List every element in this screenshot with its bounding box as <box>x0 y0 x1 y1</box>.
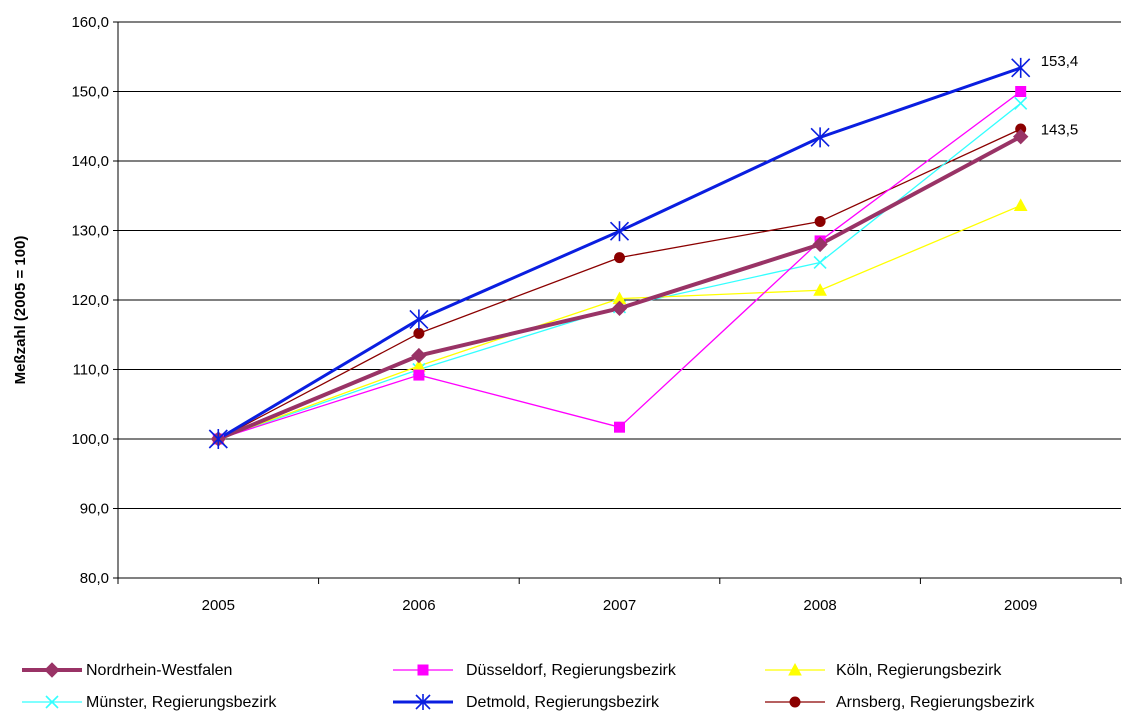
grid <box>118 21 1121 509</box>
legend-item: Detmold, Regierungsbezirk <box>393 694 660 711</box>
legend-label: Düsseldorf, Regierungsbezirk <box>466 662 677 679</box>
legend-marker <box>44 662 60 678</box>
series-line <box>217 134 1022 441</box>
legend-label: Köln, Regierungsbezirk <box>836 662 1002 679</box>
y-tick-label: 130,0 <box>71 223 109 240</box>
data-point <box>814 215 826 227</box>
data-point <box>411 347 427 364</box>
x-axis: 2005 2006 2007 2008 2009 <box>117 577 1122 614</box>
data-point <box>409 309 429 330</box>
y-tick-label: 80,0 <box>80 570 109 587</box>
legend-item: Nordrhein-Westfalen <box>22 662 232 679</box>
data-point <box>813 255 827 270</box>
legend-marker <box>788 662 802 676</box>
y-tick-label: 110,0 <box>73 362 109 379</box>
data-point <box>1014 96 1028 110</box>
legend-label: Detmold, Regierungsbezirk <box>466 694 660 711</box>
data-label: 143,5 <box>1041 122 1079 139</box>
data-point <box>413 327 425 339</box>
legend: Nordrhein-Westfalen Düsseldorf, Regierung… <box>22 662 1035 711</box>
y-tick-label: 120,0 <box>71 292 109 309</box>
data-point <box>813 283 827 296</box>
x-tick-label: 2006 <box>402 597 435 614</box>
data-point <box>1011 57 1031 78</box>
legend-marker <box>789 696 801 708</box>
series-line <box>217 128 1021 440</box>
data-point <box>614 252 625 264</box>
y-axis-title: Meßzahl (2005 = 100) <box>12 236 29 385</box>
x-tick-label: 2008 <box>803 597 836 614</box>
data-point <box>208 429 228 449</box>
legend-item: Köln, Regierungsbezirk <box>765 662 1002 679</box>
y-tick-label: 90,0 <box>80 501 109 518</box>
data-point <box>611 300 628 317</box>
data-point <box>812 236 828 253</box>
y-tick-label: 100,0 <box>71 431 109 448</box>
data-point <box>609 221 630 242</box>
legend-label: Arnsberg, Regierungsbezirk <box>836 694 1035 711</box>
legend-marker <box>417 664 429 676</box>
x-tick-label: 2005 <box>202 597 235 614</box>
y-tick-label: 150,0 <box>71 84 109 101</box>
data-point <box>413 369 425 381</box>
legend-item: Düsseldorf, Regierungsbezirk <box>393 662 677 679</box>
legend-label: Münster, Regierungsbezirk <box>86 694 277 711</box>
legend-marker <box>415 694 431 710</box>
x-tick-label: 2007 <box>603 597 636 614</box>
data-point <box>614 421 625 433</box>
legend-label: Nordrhein-Westfalen <box>86 662 232 679</box>
data-point <box>810 127 830 148</box>
y-tick-label: 160,0 <box>71 14 109 31</box>
legend-item: Arnsberg, Regierungsbezirk <box>765 694 1035 711</box>
legend-item: Münster, Regierungsbezirk <box>22 694 277 711</box>
data-point <box>1015 86 1027 97</box>
annotations: 153,4 143,5 <box>1041 53 1079 139</box>
y-axis: 80,0 90,0 100,0 110,0 120,0 130,0 140,0 150,0 16… <box>71 14 119 587</box>
data-label: 153,4 <box>1041 53 1079 70</box>
x-tick-label: 2009 <box>1004 597 1037 614</box>
legend-marker <box>45 695 59 709</box>
data-point <box>1013 198 1028 211</box>
series-markers <box>208 57 1031 449</box>
y-tick-label: 140,0 <box>71 153 109 170</box>
data-point <box>1012 128 1029 145</box>
